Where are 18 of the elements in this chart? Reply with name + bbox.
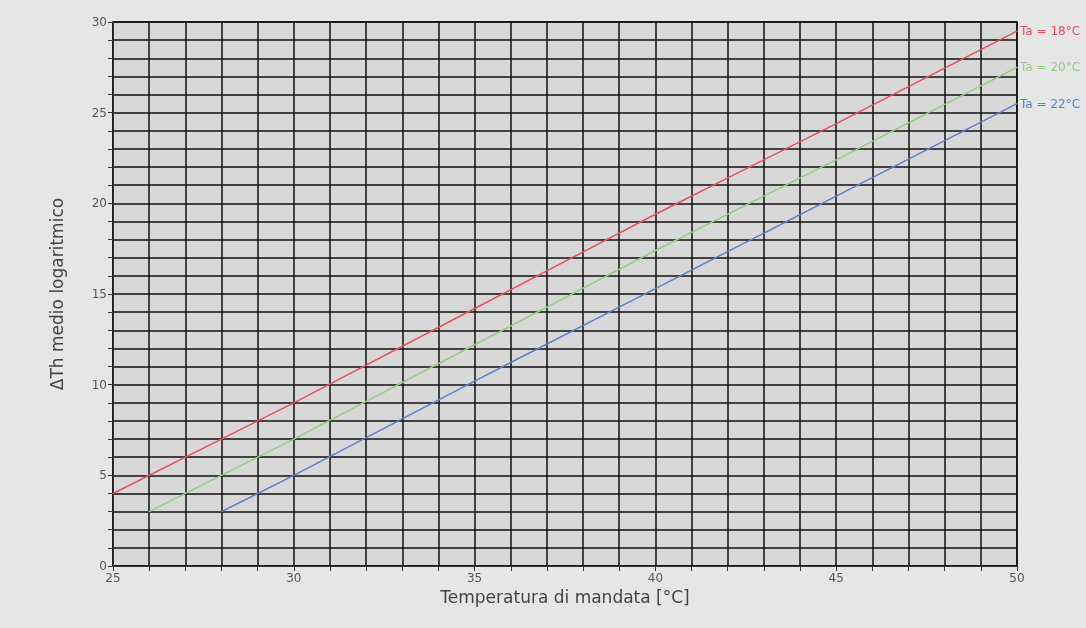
- series-label: Ta = 18°C: [1019, 24, 1081, 39]
- line-series: [220, 102, 1018, 513]
- x-axis-title: Temperatura di mandata [°C]: [439, 587, 690, 608]
- y-tick-label: 30: [91, 15, 107, 29]
- y-tick-label: 15: [91, 287, 107, 301]
- series-label: Ta = 20°C: [1019, 60, 1081, 75]
- y-axis-title: ΔTh medio logaritmico: [46, 197, 67, 391]
- x-tick-label: 40: [647, 571, 664, 585]
- y-tick-label: 25: [91, 105, 107, 120]
- x-tick-label: 35: [466, 571, 483, 585]
- y-tick-label: 20: [91, 196, 107, 211]
- x-tick-label: 45: [828, 571, 844, 585]
- series-label: Ta = 22°C: [1019, 96, 1081, 111]
- y-tick-label: 5: [99, 468, 107, 483]
- y-tick-label: 0: [99, 559, 107, 573]
- x-tick-label: 50: [1009, 571, 1025, 585]
- x-tick-label: 30: [286, 571, 302, 585]
- y-tick-label: 10: [91, 377, 107, 392]
